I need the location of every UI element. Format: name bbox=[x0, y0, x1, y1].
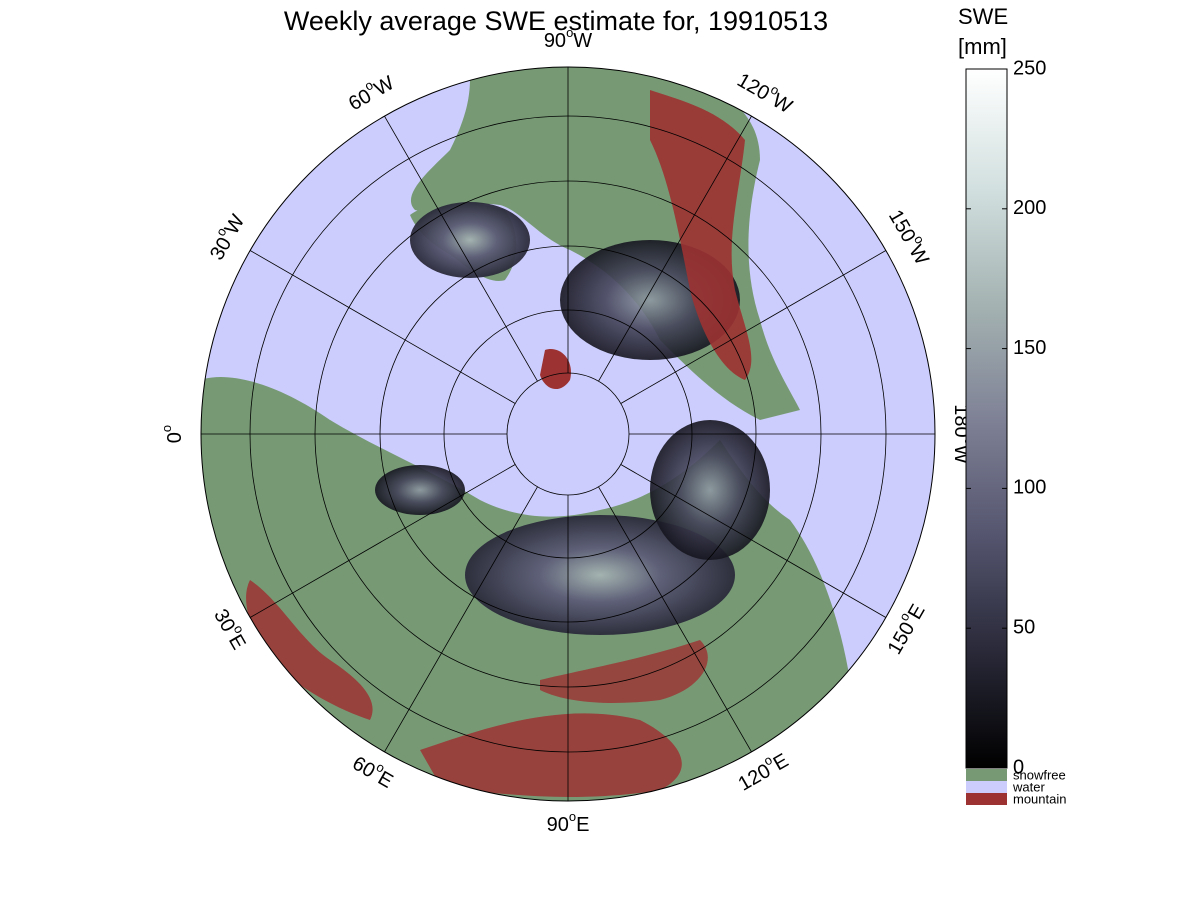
mountain-greenland-coast bbox=[540, 349, 571, 390]
meridian-line bbox=[598, 486, 752, 753]
colorbar-tick-label: 0 bbox=[1013, 756, 1024, 778]
colorbar-label-swe: SWE bbox=[958, 4, 1008, 29]
colorbar-gradient bbox=[965, 68, 1008, 769]
colorbar-tick-label: 150 bbox=[1013, 337, 1046, 359]
map-title: Weekly average SWE estimate for, 1991051… bbox=[284, 6, 828, 36]
meridian-line bbox=[249, 464, 516, 618]
swe-snow-russia-east bbox=[650, 420, 770, 560]
colorbar-tick-label: 50 bbox=[1013, 616, 1035, 638]
swe-snow-north-america bbox=[410, 202, 530, 278]
meridian-line bbox=[620, 464, 887, 618]
mountain-central-asia bbox=[540, 640, 708, 703]
meridian-line bbox=[249, 250, 516, 404]
longitude-label: 90oW bbox=[544, 25, 592, 52]
swe-snow-scandinavia bbox=[375, 465, 465, 515]
legend-swatch-water bbox=[966, 781, 1007, 793]
polar-map: 0o30oW60oW90oW120oW150oW180oW150oE120oE9… bbox=[159, 25, 976, 836]
mountain-alps-caucasus bbox=[246, 580, 373, 720]
colorbar: SWE [mm] 0 50 100 150 200 250 bbox=[958, 4, 1046, 778]
colorbar-tick-label: 100 bbox=[1013, 477, 1046, 499]
meridian-line bbox=[620, 250, 887, 404]
legend-label-water: water bbox=[1012, 779, 1045, 794]
meridian-line bbox=[598, 115, 752, 382]
swe-snow-siberia bbox=[465, 515, 735, 635]
meridian-line bbox=[384, 486, 538, 753]
longitude-label: 0o bbox=[159, 425, 186, 443]
longitude-label: 60oW bbox=[343, 68, 398, 115]
land-layer bbox=[201, 67, 850, 801]
legend-swatch-snowfree bbox=[966, 769, 1007, 781]
longitude-label: 120oW bbox=[733, 65, 798, 118]
legend-label-snowfree: snowfree bbox=[1013, 767, 1066, 782]
map-frame bbox=[200, 66, 936, 802]
longitude-label: 150oW bbox=[884, 204, 937, 269]
mountain-himalaya bbox=[420, 713, 682, 797]
colorbar-tick-label: 200 bbox=[1013, 197, 1046, 219]
colorbar-ticks: 0 50 100 150 200 250 bbox=[966, 57, 1046, 778]
longitude-label: 30oW bbox=[202, 209, 249, 264]
legend-label-mountain: mountain bbox=[1013, 791, 1066, 806]
colorbar-tick-label: 250 bbox=[1013, 57, 1046, 79]
longitude-label: 90oE bbox=[547, 809, 590, 836]
meridian-line bbox=[384, 115, 538, 382]
colorbar-label-unit: [mm] bbox=[958, 34, 1007, 59]
longitude-graticule bbox=[201, 67, 935, 801]
legend-swatch-mountain bbox=[966, 793, 1007, 805]
mountain-rockies bbox=[650, 90, 752, 380]
